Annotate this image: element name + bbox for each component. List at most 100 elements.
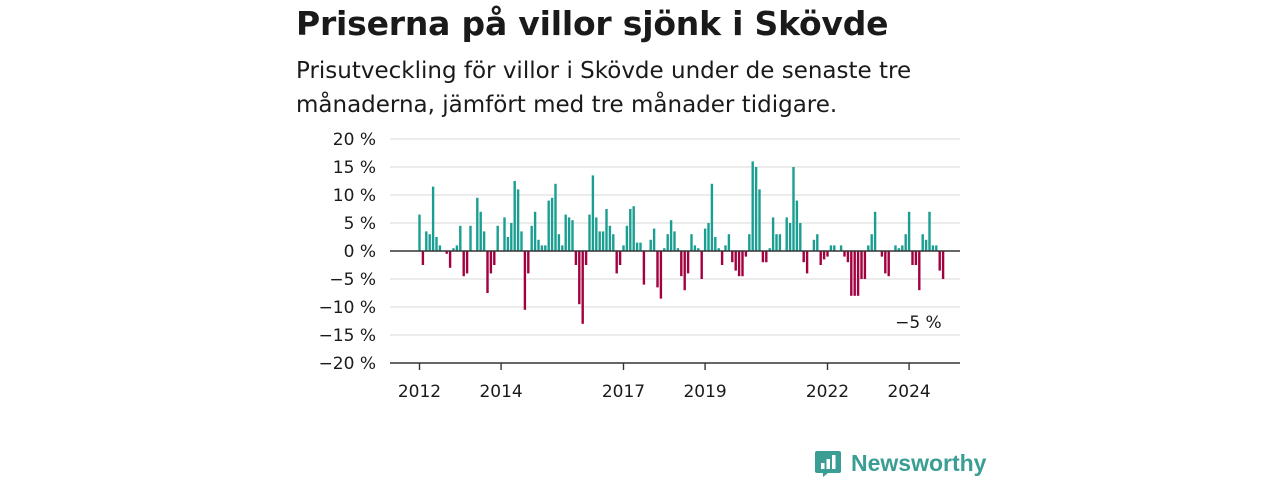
- bar: [554, 183, 557, 251]
- bar: [564, 214, 567, 251]
- bar: [690, 234, 693, 251]
- bar: [904, 234, 907, 251]
- bar: [805, 251, 809, 274]
- bar: [921, 234, 924, 251]
- bar: [608, 225, 612, 251]
- bar: [557, 234, 561, 251]
- bar: [924, 239, 928, 251]
- bar: [513, 181, 516, 251]
- bar: [894, 245, 897, 251]
- y-tick-label: 0 %: [344, 242, 376, 262]
- bar: [853, 251, 856, 296]
- bar: [938, 251, 941, 271]
- bar: [482, 231, 486, 251]
- bar: [615, 251, 618, 274]
- bar: [584, 251, 588, 265]
- bar: [581, 251, 584, 324]
- bar: [533, 211, 537, 251]
- bar: [873, 211, 877, 251]
- bar: [887, 251, 890, 277]
- bar: [686, 251, 690, 274]
- bar: [839, 245, 843, 251]
- bar: [510, 223, 513, 251]
- bar: [459, 225, 462, 251]
- bar: [829, 245, 833, 251]
- bar: [547, 200, 550, 251]
- bar: [659, 251, 663, 299]
- bar: [639, 242, 642, 251]
- bar: [737, 251, 741, 277]
- bar: [860, 251, 863, 279]
- bar: [506, 237, 510, 251]
- x-tick-label: 2024: [887, 382, 930, 402]
- bar: [493, 251, 496, 265]
- bar: [765, 251, 768, 263]
- bar: [795, 200, 799, 251]
- brand[interactable]: Newsworthy: [814, 446, 986, 480]
- bar: [574, 251, 578, 265]
- bar: [425, 231, 428, 251]
- bar: [431, 186, 435, 251]
- bar: [914, 251, 918, 265]
- bar: [819, 251, 822, 265]
- bar: [697, 248, 700, 251]
- y-tick-label: 15 %: [333, 158, 376, 178]
- chart-title: Priserna på villor sjönk i Skövde: [296, 4, 889, 43]
- bar: [462, 251, 465, 277]
- bar: [618, 251, 622, 265]
- bar: [751, 161, 754, 251]
- bar: [465, 251, 469, 274]
- bar: [802, 251, 805, 263]
- bar: [612, 234, 615, 251]
- bar: [941, 251, 945, 279]
- bar: [778, 234, 782, 251]
- bar: [741, 251, 744, 277]
- bar: [567, 217, 571, 251]
- bar: [727, 234, 731, 251]
- bar: [527, 251, 530, 274]
- bar: [812, 239, 816, 251]
- bars: [418, 161, 945, 324]
- bar: [544, 245, 547, 251]
- bar: [421, 251, 425, 265]
- x-tick-label: 2012: [398, 382, 441, 402]
- bar: [710, 183, 714, 251]
- bar: [693, 245, 697, 251]
- x-axis-labels: 2012 2014 2017 2019 2022 2024: [398, 382, 931, 402]
- bar: [642, 251, 646, 285]
- y-tick-label: −5 %: [329, 270, 376, 290]
- bar: [496, 225, 499, 251]
- bar: [486, 251, 489, 293]
- bar: [591, 175, 595, 251]
- bar: [731, 251, 734, 263]
- bar: [788, 223, 792, 251]
- bar: [846, 251, 850, 263]
- brand-name: Newsworthy: [851, 449, 987, 476]
- bar: [880, 251, 884, 257]
- bar: [605, 209, 608, 251]
- bar: [931, 245, 935, 251]
- y-tick-label: −10 %: [319, 298, 376, 318]
- bar: [663, 248, 666, 251]
- bar: [598, 231, 601, 251]
- bar: [588, 214, 591, 251]
- bar: [833, 245, 836, 251]
- bar: [720, 251, 724, 265]
- bar: [867, 245, 870, 251]
- bar: [601, 231, 605, 251]
- bar: [649, 239, 652, 251]
- bar: [826, 251, 829, 257]
- bar: [622, 245, 625, 251]
- bar: [935, 245, 938, 251]
- bar: [666, 234, 669, 251]
- y-tick-label: 5 %: [344, 214, 376, 234]
- y-tick-label: 10 %: [333, 186, 376, 206]
- bar: [530, 225, 533, 251]
- bar: [503, 217, 506, 251]
- y-tick-label: 20 %: [333, 130, 376, 150]
- bar: [754, 167, 758, 251]
- bar: [707, 223, 710, 251]
- bar: [714, 237, 717, 251]
- bar: [455, 245, 459, 251]
